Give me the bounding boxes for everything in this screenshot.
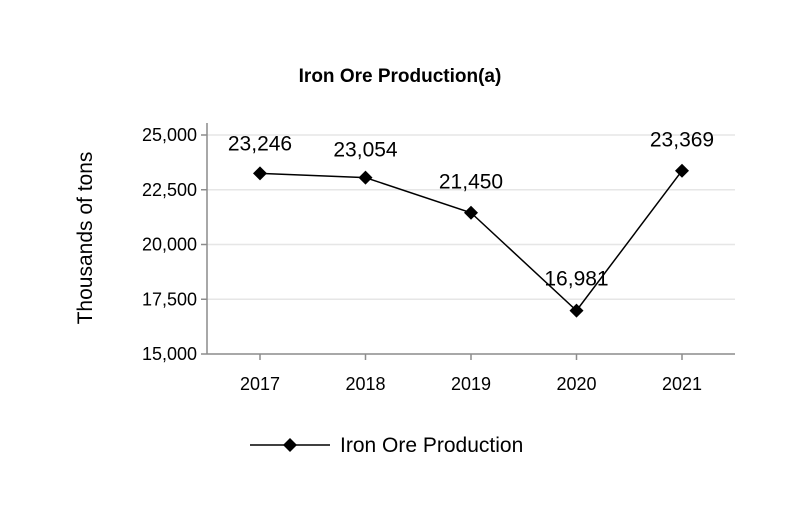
y-tick-label: 22,500 xyxy=(142,180,197,200)
data-labels: 23,246 23,054 21,450 16,981 23,369 xyxy=(228,129,714,291)
data-point-marker xyxy=(464,205,478,220)
data-label: 21,450 xyxy=(439,171,503,194)
axes xyxy=(206,123,735,360)
y-tick-label: 15,000 xyxy=(142,344,197,364)
legend-label: Iron Ore Production xyxy=(340,434,523,457)
x-tick-label: 2021 xyxy=(662,374,702,394)
data-label: 23,369 xyxy=(650,129,714,152)
series-iron-ore-production xyxy=(253,163,689,318)
legend: Iron Ore Production xyxy=(250,434,523,457)
y-tick-label: 20,000 xyxy=(142,235,197,255)
data-label: 23,054 xyxy=(333,139,398,162)
data-label: 16,981 xyxy=(544,268,608,291)
x-tick-label: 2018 xyxy=(345,374,385,394)
x-tick-label: 2019 xyxy=(451,374,491,394)
legend-marker-diamond xyxy=(283,438,297,452)
chart-title: Iron Ore Production(a) xyxy=(299,66,502,87)
data-label: 23,246 xyxy=(228,132,292,155)
y-tick-label: 17,500 xyxy=(142,289,197,309)
data-point-marker xyxy=(358,170,373,185)
y-tick-labels: 15,000 17,500 20,000 22,500 25,000 xyxy=(142,125,197,364)
y-tick-label: 25,000 xyxy=(142,125,197,145)
x-tick-label: 2020 xyxy=(556,374,596,394)
y-axis-label: Thousands of tons xyxy=(74,152,97,325)
gridlines xyxy=(201,134,735,355)
data-point-marker xyxy=(253,166,267,181)
x-tick-label: 2017 xyxy=(240,374,280,394)
x-tick-labels: 2017 2018 2019 2020 2021 xyxy=(240,374,702,394)
data-point-marker xyxy=(675,163,689,178)
data-point-marker xyxy=(569,303,584,318)
